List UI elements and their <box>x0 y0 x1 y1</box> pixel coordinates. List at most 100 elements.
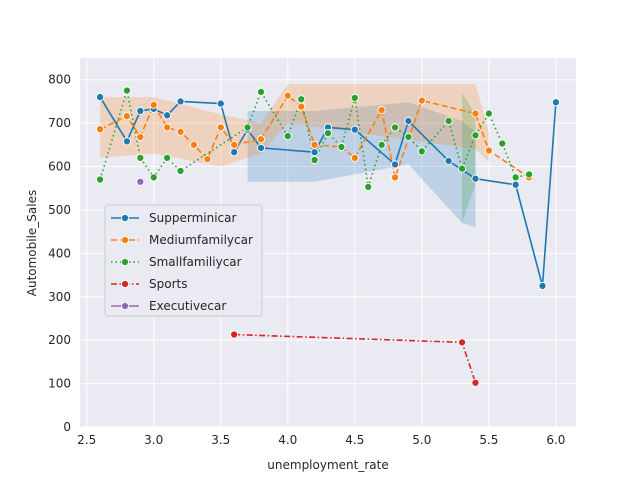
data-point <box>337 142 346 152</box>
data-point <box>122 86 131 95</box>
data-point <box>484 146 493 155</box>
data-point <box>444 156 453 165</box>
data-point <box>136 132 145 142</box>
x-tick-label: 5.5 <box>479 433 498 447</box>
data-point <box>230 140 239 149</box>
x-tick-label: 2.5 <box>77 433 96 447</box>
y-axis-label: Automobile_Sales <box>25 190 39 297</box>
data-point <box>404 116 413 125</box>
legend-label: Executivecar <box>149 299 226 313</box>
y-tick-label: 500 <box>48 203 71 217</box>
data-point <box>323 129 333 138</box>
data-point <box>498 139 507 148</box>
data-point <box>176 97 185 106</box>
data-point <box>310 148 319 157</box>
data-point <box>136 106 145 116</box>
data-point <box>149 173 158 182</box>
data-point <box>96 125 105 134</box>
data-point <box>136 177 145 186</box>
data-point <box>444 116 453 125</box>
data-point <box>216 123 225 132</box>
data-point <box>458 338 467 347</box>
y-tick-label: 400 <box>48 246 71 260</box>
y-tick-label: 600 <box>48 160 71 174</box>
data-point <box>203 155 212 164</box>
data-point <box>458 164 467 173</box>
x-tick-label: 6.0 <box>546 433 565 447</box>
x-axis-label: unemployment_rate <box>267 458 388 472</box>
data-point <box>256 135 266 144</box>
data-point <box>256 87 266 96</box>
data-point <box>297 95 306 104</box>
x-tick-label: 4.0 <box>278 433 297 447</box>
legend-marker <box>120 235 130 245</box>
data-point <box>484 109 493 118</box>
y-tick-label: 800 <box>48 73 71 87</box>
data-point <box>176 166 185 175</box>
data-point <box>350 125 359 134</box>
data-point <box>163 153 172 162</box>
grid-lines <box>80 58 576 428</box>
data-point <box>163 111 172 120</box>
legend-marker <box>120 213 130 223</box>
data-point <box>283 91 292 100</box>
data-point <box>377 140 386 149</box>
data-point <box>511 180 520 189</box>
confidence-band <box>462 92 476 223</box>
data-point <box>176 127 185 136</box>
data-point <box>471 378 480 387</box>
data-point <box>551 98 560 107</box>
legend-box <box>104 204 263 317</box>
data-point <box>471 174 480 183</box>
data-point <box>525 170 534 179</box>
data-point <box>149 100 158 109</box>
data-point <box>230 330 239 339</box>
y-tick-label: 200 <box>48 333 71 347</box>
legend-marker <box>120 279 130 289</box>
data-point <box>390 123 400 132</box>
x-tick-label: 5.0 <box>412 433 431 447</box>
legend-marker <box>120 301 130 311</box>
legend-label: Sports <box>149 277 187 291</box>
y-tick-label: 0 <box>63 420 71 434</box>
y-axis-ticks: 0 100 200 300 400 500 600 700 800 <box>48 73 71 434</box>
data-point <box>511 173 520 182</box>
data-point <box>471 109 480 118</box>
x-tick-label: 4.5 <box>345 433 364 447</box>
data-point <box>243 123 252 132</box>
data-point <box>377 106 386 115</box>
y-tick-label: 100 <box>48 377 71 391</box>
data-point <box>310 140 319 149</box>
legend: Supperminicar Mediumfamilycar Smallfamiliy… <box>104 204 263 317</box>
data-point <box>297 102 306 111</box>
x-axis-ticks: 2.5 3.0 3.5 4.0 4.5 5.0 5.5 6.0 <box>77 433 565 447</box>
x-tick-label: 3.5 <box>211 433 230 447</box>
data-point <box>283 132 292 141</box>
data-point <box>189 140 198 149</box>
data-point <box>538 281 547 290</box>
data-point <box>230 148 239 157</box>
data-point <box>350 153 359 162</box>
series-markers <box>96 86 560 387</box>
confidence-band <box>247 102 476 228</box>
legend-marker <box>120 257 130 267</box>
data-point <box>136 153 145 162</box>
data-point <box>417 96 426 105</box>
data-point <box>122 137 131 146</box>
data-point <box>471 131 480 140</box>
data-point <box>256 143 266 152</box>
data-point <box>216 99 225 108</box>
legend-label: Smallfamiliycar <box>149 255 242 269</box>
data-point <box>390 173 400 182</box>
x-tick-label: 3.0 <box>144 433 163 447</box>
data-point <box>96 93 105 102</box>
data-point <box>404 132 413 142</box>
data-point <box>364 182 373 191</box>
legend-label: Mediumfamilycar <box>149 233 253 247</box>
data-point <box>122 112 131 121</box>
data-point <box>390 160 400 169</box>
data-point <box>417 147 426 156</box>
legend-label: Supperminicar <box>149 211 236 225</box>
data-point <box>310 155 319 165</box>
